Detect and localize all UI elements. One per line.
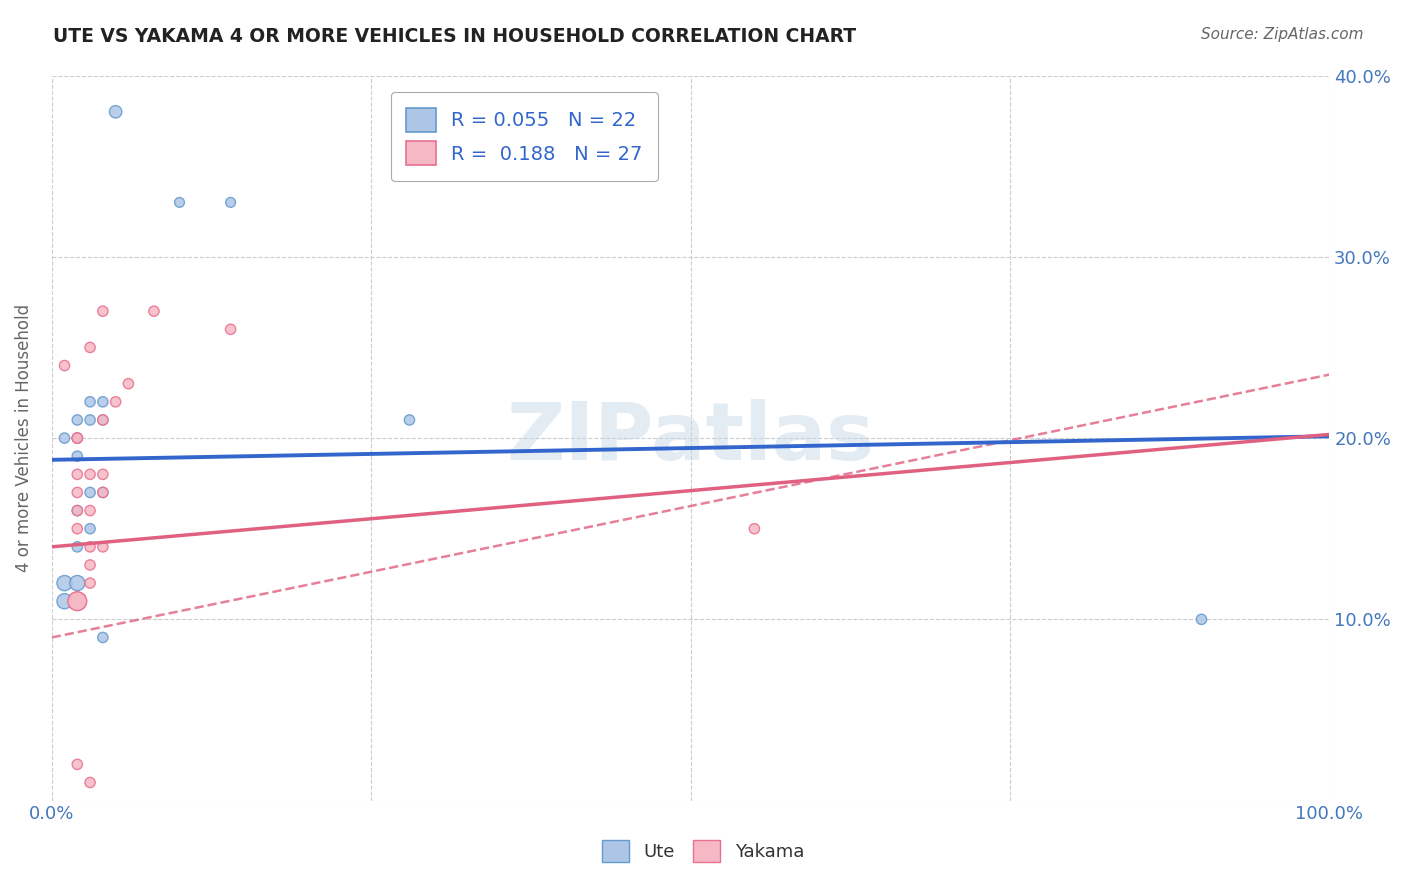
Point bbox=[91, 413, 114, 427]
Point bbox=[91, 540, 114, 554]
Point bbox=[66, 757, 89, 772]
Point bbox=[66, 594, 89, 608]
Point bbox=[1191, 612, 1213, 626]
Point bbox=[744, 522, 766, 536]
Point bbox=[66, 576, 89, 591]
Point bbox=[104, 104, 127, 119]
Point bbox=[66, 431, 89, 445]
Point bbox=[66, 413, 89, 427]
Point bbox=[142, 304, 165, 318]
Legend: Ute, Yakama: Ute, Yakama bbox=[595, 833, 811, 870]
Point bbox=[66, 503, 89, 517]
Point bbox=[79, 467, 101, 482]
Point bbox=[79, 540, 101, 554]
Legend: R = 0.055   N = 22, R =  0.188   N = 27: R = 0.055 N = 22, R = 0.188 N = 27 bbox=[391, 93, 658, 181]
Point bbox=[79, 394, 101, 409]
Point bbox=[79, 558, 101, 572]
Point bbox=[66, 485, 89, 500]
Point bbox=[219, 322, 242, 336]
Point bbox=[79, 503, 101, 517]
Text: UTE VS YAKAMA 4 OR MORE VEHICLES IN HOUSEHOLD CORRELATION CHART: UTE VS YAKAMA 4 OR MORE VEHICLES IN HOUS… bbox=[53, 27, 856, 45]
Point bbox=[91, 304, 114, 318]
Point bbox=[53, 359, 76, 373]
Y-axis label: 4 or more Vehicles in Household: 4 or more Vehicles in Household bbox=[15, 304, 32, 572]
Text: ZIPatlas: ZIPatlas bbox=[506, 399, 875, 477]
Point bbox=[53, 576, 76, 591]
Point bbox=[53, 431, 76, 445]
Point bbox=[91, 485, 114, 500]
Point bbox=[91, 467, 114, 482]
Point bbox=[66, 467, 89, 482]
Point bbox=[91, 485, 114, 500]
Point bbox=[398, 413, 420, 427]
Point bbox=[66, 522, 89, 536]
Point bbox=[79, 485, 101, 500]
Point bbox=[79, 775, 101, 789]
Point bbox=[91, 631, 114, 645]
Point bbox=[66, 431, 89, 445]
Point bbox=[66, 540, 89, 554]
Point bbox=[169, 195, 191, 210]
Point bbox=[91, 413, 114, 427]
Point bbox=[79, 522, 101, 536]
Point bbox=[219, 195, 242, 210]
Point bbox=[66, 503, 89, 517]
Point bbox=[79, 413, 101, 427]
Point bbox=[66, 594, 89, 608]
Point bbox=[79, 576, 101, 591]
Point bbox=[66, 431, 89, 445]
Point bbox=[79, 340, 101, 354]
Point bbox=[117, 376, 139, 391]
Point bbox=[91, 394, 114, 409]
Point bbox=[104, 394, 127, 409]
Point bbox=[53, 594, 76, 608]
Text: Source: ZipAtlas.com: Source: ZipAtlas.com bbox=[1201, 27, 1364, 42]
Point bbox=[66, 449, 89, 463]
